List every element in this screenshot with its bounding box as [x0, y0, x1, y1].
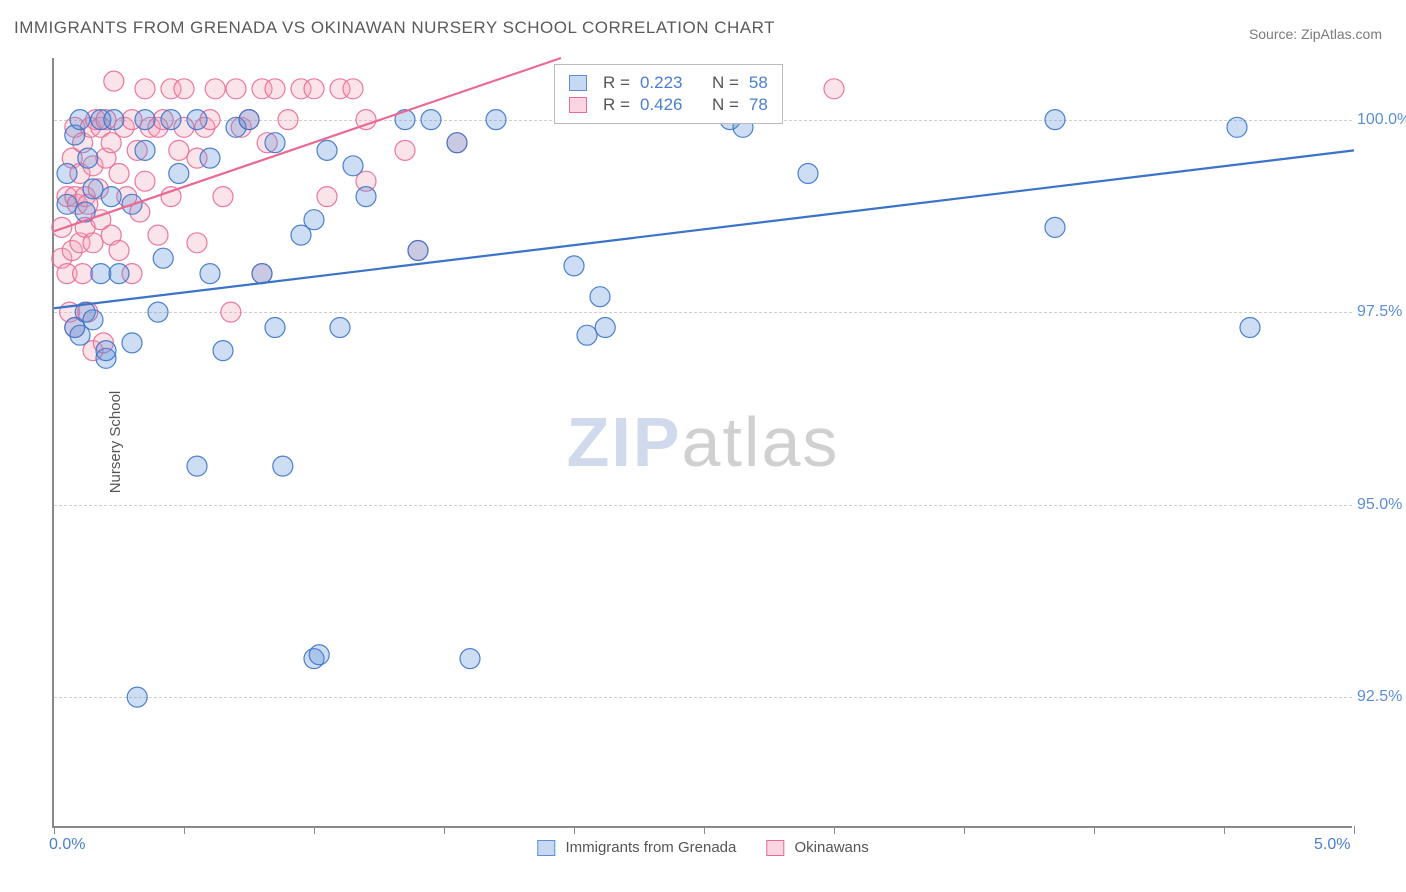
- legend-label: Okinawans: [795, 839, 869, 856]
- legend-r-value: 0.223: [640, 73, 683, 93]
- legend-r-value: 0.426: [640, 95, 683, 115]
- legend-n-value: 78: [749, 95, 768, 115]
- legend-item: Immigrants from Grenada: [537, 839, 736, 856]
- y-tick-label: 100.0%: [1357, 111, 1406, 129]
- legend-label: Immigrants from Grenada: [565, 839, 736, 856]
- x-tick-label: 5.0%: [1314, 836, 1350, 854]
- legend-r-label: R =: [603, 95, 630, 115]
- y-tick-label: 97.5%: [1357, 303, 1406, 321]
- legend-n-value: 58: [749, 73, 768, 93]
- plot-area: Nursery School ZIPatlas R = 0.223 N = 58…: [52, 58, 1352, 828]
- legend-swatch: [569, 75, 587, 91]
- y-tick-label: 95.0%: [1357, 496, 1406, 514]
- legend-swatch: [766, 840, 784, 856]
- chart-title: IMMIGRANTS FROM GRENADA VS OKINAWAN NURS…: [14, 18, 775, 38]
- y-tick-label: 92.5%: [1357, 688, 1406, 706]
- chart-svg: [54, 58, 1352, 826]
- source-label: Source: ZipAtlas.com: [1249, 26, 1382, 42]
- legend-swatch: [537, 840, 555, 856]
- legend-stats-row: R = 0.223 N = 58: [569, 73, 768, 93]
- legend-stats-row: R = 0.426 N = 78: [569, 95, 768, 115]
- legend-n-label: N =: [712, 73, 739, 93]
- legend-r-label: R =: [603, 73, 630, 93]
- x-tick-label: 0.0%: [49, 836, 85, 854]
- legend-item: Okinawans: [766, 839, 868, 856]
- legend-series: Immigrants from Grenada Okinawans: [537, 839, 868, 856]
- legend-swatch: [569, 97, 587, 113]
- legend-n-label: N =: [712, 95, 739, 115]
- legend-stats: R = 0.223 N = 58 R = 0.426 N = 78: [554, 64, 783, 124]
